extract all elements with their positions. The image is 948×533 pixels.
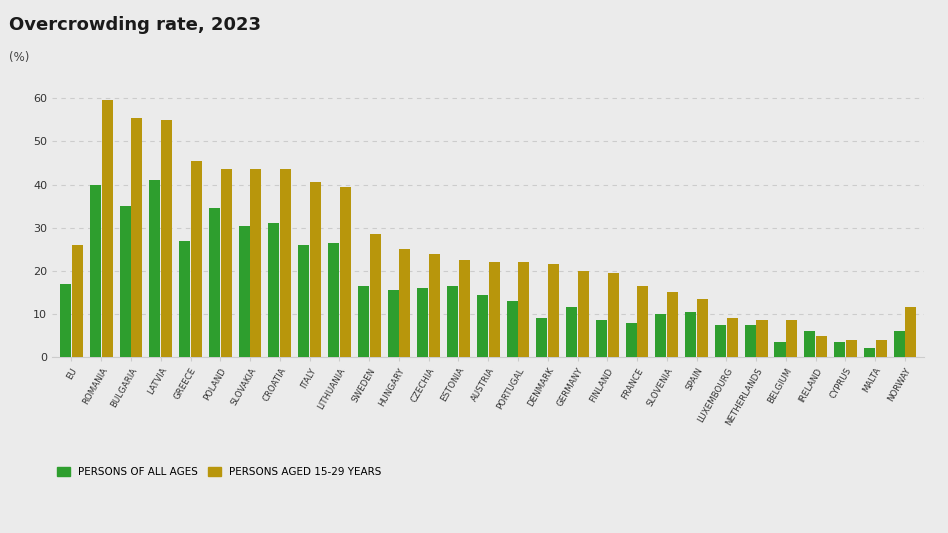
Bar [310,182,321,357]
Bar [101,100,113,357]
Legend: PERSONS OF ALL AGES, PERSONS AGED 15-29 YEARS: PERSONS OF ALL AGES, PERSONS AGED 15-29 … [57,467,382,477]
Bar [119,206,131,357]
Bar [250,169,262,357]
Bar [715,325,726,357]
Bar [429,254,440,357]
Bar [685,312,696,357]
Bar [209,208,220,357]
Bar [834,342,845,357]
Bar [775,342,786,357]
Bar [90,184,100,357]
Bar [221,169,231,357]
Bar [60,284,71,357]
Bar [548,264,559,357]
Bar [894,331,904,357]
Bar [608,273,619,357]
Bar [459,260,470,357]
Bar [816,336,827,357]
Bar [239,225,249,357]
Bar [566,308,577,357]
Bar [506,301,518,357]
Bar [626,322,637,357]
Bar [477,295,488,357]
Bar [191,161,202,357]
Bar [132,118,142,357]
Bar [804,331,815,357]
Bar [399,249,410,357]
Bar [268,223,280,357]
Bar [357,286,369,357]
Bar [757,320,768,357]
Bar [370,234,380,357]
Bar [745,325,756,357]
Bar [655,314,666,357]
Bar [876,340,886,357]
Text: Overcrowding rate, 2023: Overcrowding rate, 2023 [9,16,262,34]
Bar [328,243,339,357]
Bar [299,245,309,357]
Bar [667,293,678,357]
Bar [161,120,173,357]
Bar [537,318,547,357]
Bar [697,299,708,357]
Text: (%): (%) [9,51,29,63]
Bar [846,340,857,357]
Bar [417,288,428,357]
Bar [637,286,648,357]
Bar [905,308,917,357]
Bar [864,349,875,357]
Bar [281,169,291,357]
Bar [488,262,500,357]
Bar [388,290,398,357]
Bar [150,180,160,357]
Bar [578,271,589,357]
Bar [447,286,458,357]
Bar [339,187,351,357]
Bar [179,240,191,357]
Bar [727,318,738,357]
Bar [596,320,607,357]
Bar [519,262,529,357]
Bar [786,320,797,357]
Bar [72,245,82,357]
